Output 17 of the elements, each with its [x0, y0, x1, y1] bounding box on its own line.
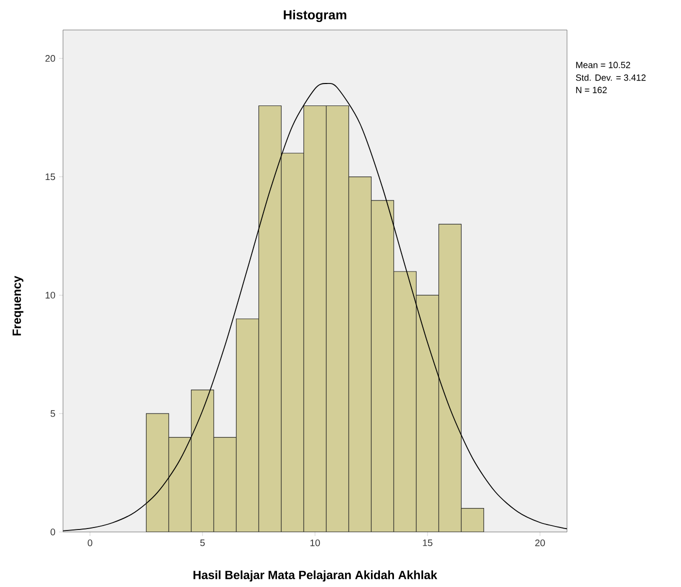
x-tick-label: 5	[200, 540, 205, 546]
x-tick-label: 0	[88, 540, 92, 546]
x-tick-label: 20	[535, 540, 545, 546]
y-tick-label: 10	[46, 292, 56, 299]
y-tick-label: 15	[46, 173, 56, 180]
x-tick-label: 15	[422, 540, 432, 546]
y-tick-label: 5	[50, 410, 56, 417]
chart-title: Histogram	[284, 10, 346, 22]
y-tick-label: 20	[45, 55, 56, 62]
x-tick-label: 10	[310, 540, 320, 546]
line-series	[63, 83, 568, 532]
y-tick-label: 0	[50, 528, 56, 536]
y-axis-title: Frequency	[12, 276, 24, 336]
text: Std. Dev. = 3.412	[576, 74, 646, 81]
x-axis-title: Hasil Belajar Mata Pelajaran Akidah Akhlak	[194, 570, 438, 582]
text: N = 162	[576, 86, 607, 94]
text: Mean = 10.52	[576, 62, 630, 68]
